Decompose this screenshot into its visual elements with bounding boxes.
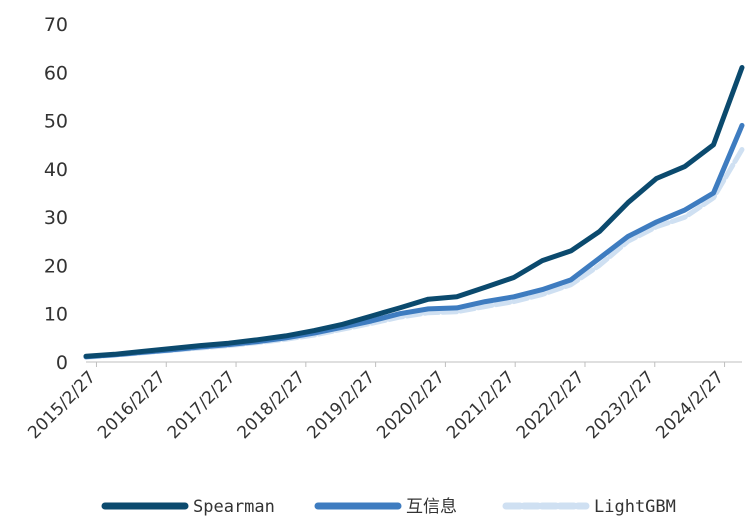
legend: Spearman 互信息 LightGBM: [101, 497, 676, 517]
legend-label: LightGBM: [594, 497, 676, 517]
y-tick-label: 40: [44, 159, 68, 181]
x-tick-label: 2016/2/27: [94, 367, 170, 443]
y-tick-label: 0: [56, 352, 68, 374]
series-lines: [83, 65, 745, 360]
y-tick-label: 60: [44, 62, 68, 84]
x-tick-label: 2020/2/27: [373, 367, 449, 443]
x-tick-label: 2023/2/27: [583, 367, 659, 443]
y-axis-ticks: 0 10 20 30 40 50 60 70: [44, 14, 68, 374]
x-tick-label: 2021/2/27: [443, 367, 519, 443]
legend-label: 互信息: [406, 497, 457, 517]
x-axis-ticks: 2015/2/272016/2/272017/2/272018/2/272019…: [24, 362, 728, 443]
x-tick-label: 2024/2/27: [652, 367, 728, 443]
series-line-spearman: [83, 65, 745, 359]
x-tick-label: 2022/2/27: [513, 367, 589, 443]
y-tick-label: 50: [44, 111, 68, 133]
y-tick-label: 70: [44, 14, 68, 36]
series-line-lightgbm: [83, 147, 745, 360]
y-tick-label: 30: [44, 207, 68, 229]
x-tick-label: 2018/2/27: [234, 367, 310, 443]
x-tick-label: 2015/2/27: [24, 367, 100, 443]
y-tick-label: 10: [44, 304, 68, 326]
y-tick-label: 20: [44, 255, 68, 277]
legend-label: Spearman: [193, 497, 275, 517]
x-tick-label: 2017/2/27: [164, 367, 240, 443]
x-tick-label: 2019/2/27: [303, 367, 379, 443]
series-line--: [83, 122, 745, 360]
